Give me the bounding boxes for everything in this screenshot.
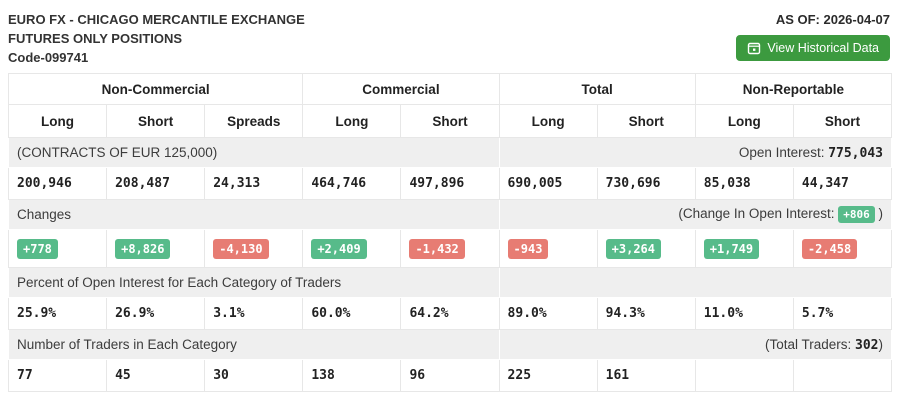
changes-note-row: Changes (Change In Open Interest: +806 ) bbox=[8, 199, 893, 230]
change-in-oi-suffix: ) bbox=[874, 206, 884, 221]
percent-cell: 5.7% bbox=[792, 297, 893, 330]
col-total-short: Short bbox=[596, 104, 696, 138]
traders-cell: 96 bbox=[400, 359, 500, 392]
open-interest-cell: Open Interest: 775,043 bbox=[498, 137, 893, 168]
percent-cell: 64.2% bbox=[400, 297, 500, 330]
change-in-oi-prefix: (Change In Open Interest: bbox=[678, 206, 839, 221]
column-header-row: Long Short Spreads Long Short Long Short… bbox=[7, 104, 893, 138]
traders-cell: 138 bbox=[302, 359, 402, 392]
contracts-note: (CONTRACTS OF EUR 125,000) bbox=[8, 137, 500, 168]
total-traders-prefix: (Total Traders: bbox=[764, 336, 856, 352]
traders-cell bbox=[694, 359, 794, 392]
percent-note-row: Percent of Open Interest for Each Catego… bbox=[8, 267, 893, 298]
positions-cell: 690,005 bbox=[498, 167, 598, 200]
traders-row: 77 45 30 138 96 225 161 bbox=[7, 359, 893, 392]
open-interest-value: 775,043 bbox=[828, 145, 883, 161]
total-traders-cell: (Total Traders: 302) bbox=[498, 329, 893, 360]
positions-row: 200,946 208,487 24,313 464,746 497,896 6… bbox=[7, 167, 893, 200]
positions-cell: 497,896 bbox=[400, 167, 500, 200]
change-badge: +3,264 bbox=[605, 238, 662, 259]
percent-cell: 11.0% bbox=[694, 297, 794, 330]
change-badge: +8,826 bbox=[115, 238, 171, 259]
changes-label: Changes bbox=[8, 199, 500, 230]
traders-cell: 45 bbox=[106, 359, 206, 392]
col-comm-long: Long bbox=[302, 104, 402, 138]
report-code: Code-099741 bbox=[8, 50, 89, 65]
header-right: AS OF: 2026-04-07 View Historical Data bbox=[736, 10, 890, 61]
change-badge: +1,749 bbox=[703, 238, 760, 259]
positions-cell: 464,746 bbox=[302, 167, 402, 200]
change-cell: +8,826 bbox=[106, 229, 206, 268]
change-cell: -1,432 bbox=[400, 229, 500, 268]
changes-row: +778 +8,826 -4,130 +2,409 -1,432 -943 +3… bbox=[7, 229, 893, 268]
col-noncomm-short: Short bbox=[106, 104, 206, 138]
report-title-block: EURO FX - CHICAGO MERCANTILE EXCHANGE FU… bbox=[8, 10, 305, 67]
traders-cell: 225 bbox=[498, 359, 598, 392]
open-interest-label: Open Interest: bbox=[738, 144, 829, 160]
positions-cell: 200,946 bbox=[7, 167, 108, 200]
percent-cell: 3.1% bbox=[204, 297, 304, 330]
change-cell: +1,749 bbox=[694, 229, 794, 268]
percent-note-right bbox=[498, 267, 893, 298]
positions-cell: 85,038 bbox=[694, 167, 794, 200]
change-cell: +3,264 bbox=[596, 229, 696, 268]
group-non-reportable: Non-Reportable bbox=[694, 73, 893, 105]
page-header: EURO FX - CHICAGO MERCANTILE EXCHANGE FU… bbox=[0, 0, 900, 73]
percent-cell: 94.3% bbox=[596, 297, 696, 330]
report-subtitle: FUTURES ONLY POSITIONS bbox=[8, 31, 183, 46]
positions-cell: 208,487 bbox=[106, 167, 206, 200]
total-traders-value: 302 bbox=[855, 337, 879, 353]
col-total-long: Long bbox=[498, 104, 598, 138]
change-badge: -2,458 bbox=[801, 238, 858, 259]
change-cell: +778 bbox=[7, 229, 108, 268]
traders-note-row: Number of Traders in Each Category (Tota… bbox=[8, 329, 893, 360]
positions-cell: 24,313 bbox=[204, 167, 304, 200]
group-commercial: Commercial bbox=[302, 73, 500, 105]
as-of-date: AS OF: 2026-04-07 bbox=[775, 12, 890, 27]
change-cell: -2,458 bbox=[792, 229, 893, 268]
view-historical-data-button[interactable]: View Historical Data bbox=[736, 35, 890, 61]
percent-cell: 25.9% bbox=[7, 297, 108, 330]
traders-cell: 77 bbox=[7, 359, 108, 392]
positions-cell: 44,347 bbox=[792, 167, 893, 200]
change-badge: -4,130 bbox=[213, 238, 269, 259]
change-badge: +2,409 bbox=[311, 238, 367, 259]
percents-row: 25.9% 26.9% 3.1% 60.0% 64.2% 89.0% 94.3%… bbox=[7, 297, 893, 330]
traders-cell bbox=[792, 359, 893, 392]
change-badge: +778 bbox=[17, 238, 58, 259]
col-nonrep-long: Long bbox=[694, 104, 794, 138]
change-in-oi-badge: +806 bbox=[838, 206, 875, 223]
group-header-row: Non-Commercial Commercial Total Non-Repo… bbox=[7, 73, 893, 105]
positions-cell: 730,696 bbox=[596, 167, 696, 200]
percent-cell: 89.0% bbox=[498, 297, 598, 330]
total-traders-suffix: ) bbox=[878, 336, 884, 352]
traders-cell: 30 bbox=[204, 359, 304, 392]
col-noncomm-long: Long bbox=[7, 104, 108, 138]
change-badge: -1,432 bbox=[409, 238, 465, 259]
col-nonrep-short: Short bbox=[792, 104, 893, 138]
calendar-icon bbox=[747, 41, 761, 55]
percent-cell: 60.0% bbox=[302, 297, 402, 330]
group-non-commercial: Non-Commercial bbox=[7, 73, 304, 105]
traders-label: Number of Traders in Each Category bbox=[8, 329, 500, 360]
view-historical-data-label: View Historical Data bbox=[767, 41, 879, 55]
contracts-note-row: (CONTRACTS OF EUR 125,000) Open Interest… bbox=[8, 137, 893, 168]
percent-cell: 26.9% bbox=[106, 297, 206, 330]
percent-label: Percent of Open Interest for Each Catego… bbox=[8, 267, 500, 298]
col-noncomm-spreads: Spreads bbox=[204, 104, 304, 138]
traders-cell: 161 bbox=[596, 359, 696, 392]
change-cell: -4,130 bbox=[204, 229, 304, 268]
report-title: EURO FX - CHICAGO MERCANTILE EXCHANGE bbox=[8, 12, 305, 27]
change-badge: -943 bbox=[507, 238, 549, 259]
change-cell: +2,409 bbox=[302, 229, 402, 268]
change-cell: -943 bbox=[498, 229, 598, 268]
group-total: Total bbox=[498, 73, 696, 105]
col-comm-short: Short bbox=[400, 104, 500, 138]
change-in-oi-cell: (Change In Open Interest: +806 ) bbox=[498, 199, 893, 230]
cot-positions-table: Non-Commercial Commercial Total Non-Repo… bbox=[7, 73, 893, 392]
